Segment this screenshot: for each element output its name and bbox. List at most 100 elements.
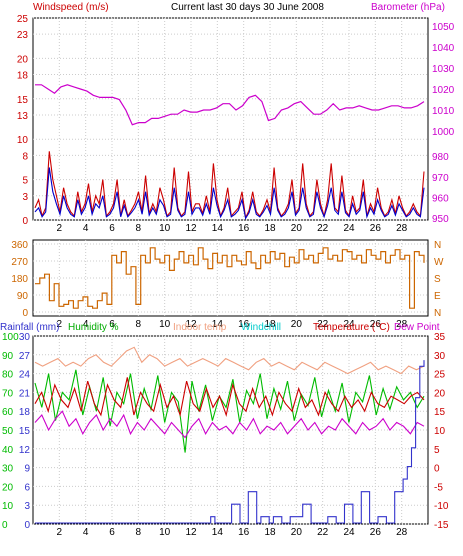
humidity-y-ticks: 0 10 20 30 40 50 60 70 80 90 100: [2, 332, 19, 531]
baro-y-tick: 1020: [432, 85, 455, 96]
barometer-axis-label: Barometer (hPa): [371, 2, 445, 13]
temp-y-tick: 10: [434, 426, 446, 437]
temperature-x-tick: 14: [212, 527, 224, 538]
wind-x-tick: 16: [238, 223, 250, 234]
temperature-x-tick: 12: [185, 527, 197, 538]
direction-x-ticks: 2 4 6 8 10 12 14 16 18 20 22 24 26 28: [57, 319, 408, 330]
baro-low-y-tick: 980: [432, 152, 449, 163]
gust-line: [34, 167, 425, 220]
wind-x-tick: 10: [159, 223, 171, 234]
direction-y-tick: 180: [11, 274, 28, 285]
rain-y-tick: 15: [19, 426, 31, 437]
temperature-series: [34, 346, 425, 524]
compass-label: S: [434, 274, 441, 285]
humidity-y-tick: 10: [2, 501, 14, 512]
direction-y-tick: 270: [11, 257, 28, 268]
humidity-axis-label: Humidity %: [68, 322, 119, 333]
direction-x-tick: 6: [109, 319, 115, 330]
compass-label: N: [434, 308, 441, 319]
rain-y-tick: 21: [19, 388, 31, 399]
temperature-x-tick: 6: [109, 527, 115, 538]
wind-y-tick: 20: [17, 54, 29, 65]
wind-y-ticks: 0 3 5 8 10 13 15 18 20 23 25: [17, 14, 29, 227]
direction-y-tick: 360: [11, 240, 28, 251]
wind-x-tick: 20: [291, 223, 303, 234]
rain-y-tick: 30: [19, 332, 31, 343]
baro-y-tick: 1040: [432, 43, 455, 54]
temp-y-ticks: -15 -10 -5 0 5 10 15 20 25 30 35: [434, 332, 449, 531]
humidity-y-tick: 0: [2, 520, 8, 531]
dewpoint-label: Dew Point: [394, 322, 440, 333]
humidity-y-tick: 60: [2, 407, 14, 418]
wind-x-tick: 14: [212, 223, 224, 234]
direction-x-tick: 24: [343, 319, 355, 330]
temperature-x-tick: 16: [238, 527, 250, 538]
rain-y-tick: 3: [24, 501, 30, 512]
wind-y-tick: 8: [22, 151, 28, 162]
temp-y-tick: 35: [434, 332, 446, 343]
wind-grid: [33, 17, 428, 221]
direction-x-tick: 18: [264, 319, 276, 330]
temperature-x-tick: 8: [136, 527, 142, 538]
baro-y-ticks: 1000 1010 1020 1030 1040 1050 950 960 970 980: [432, 22, 455, 225]
wind-x-tick: 28: [396, 223, 408, 234]
wind-x-tick: 22: [317, 223, 329, 234]
wind-y-tick: 23: [17, 30, 29, 41]
temperature-x-tick: 22: [317, 527, 329, 538]
temperature-plot-frame: [32, 335, 429, 525]
temperature-x-tick: 10: [159, 527, 171, 538]
baro-y-tick: 1000: [432, 127, 455, 138]
windspeed-axis-label: Windspeed (m/s): [33, 2, 109, 13]
wind-x-tick: 8: [136, 223, 142, 234]
temp-y-tick: -10: [434, 501, 449, 512]
rain-y-tick: 12: [19, 445, 31, 456]
humidity-y-tick: 30: [2, 464, 14, 475]
wind-series: [34, 84, 425, 220]
temp-y-tick: 20: [434, 388, 446, 399]
baro-low-y-tick: 970: [432, 173, 449, 184]
dewpoint-line: [34, 410, 425, 439]
indoor-temp-label: Indoor temp: [173, 322, 227, 333]
rain-y-tick: 6: [24, 482, 30, 493]
wind-x-tick: 24: [343, 223, 355, 234]
temperature-x-tick: 4: [83, 527, 89, 538]
rainfall-line: [35, 360, 425, 524]
wind-x-tick: 18: [264, 223, 276, 234]
humidity-line: [34, 369, 425, 453]
rain-y-tick: 27: [19, 351, 31, 362]
direction-x-tick: 8: [136, 319, 142, 330]
wind-y-tick: 13: [17, 111, 29, 122]
wind-y-tick: 25: [17, 14, 29, 25]
baro-y-tick: 1030: [432, 64, 455, 75]
chart-title: Current last 30 days 30 June 2008: [171, 2, 324, 13]
direction-x-tick: 14: [212, 319, 224, 330]
baro-low-y-tick: 960: [432, 193, 449, 204]
windspeed-line: [34, 151, 425, 220]
baro-y-tick: 1010: [432, 106, 455, 117]
direction-x-tick: 22: [317, 319, 329, 330]
rain-y-tick: 24: [19, 370, 31, 381]
wind-y-tick: 18: [17, 71, 29, 82]
direction-series: [35, 247, 425, 309]
indoor-temp-line: [34, 346, 425, 375]
temperature-x-tick: 20: [291, 527, 303, 538]
direction-y-ticks: 0 90 180 270 360: [11, 240, 28, 319]
temperature-x-ticks: 2 4 6 8 10 12 14 16 18 20 22 24 26 28: [57, 527, 408, 538]
compass-label: W: [434, 257, 444, 268]
direction-x-tick: 26: [370, 319, 382, 330]
wind-y-tick: 0: [22, 216, 28, 227]
wind-x-tick: 6: [109, 223, 115, 234]
direction-plot-frame: [32, 239, 429, 317]
temp-y-tick: 30: [434, 351, 446, 362]
temperature-x-tick: 18: [264, 527, 276, 538]
direction-x-tick: 2: [57, 319, 63, 330]
temperature-grid: [33, 335, 428, 525]
temp-y-tick: 15: [434, 407, 446, 418]
wind-y-tick: 10: [17, 135, 29, 146]
humidity-y-tick: 40: [2, 445, 14, 456]
baro-y-tick: 1050: [432, 22, 455, 33]
